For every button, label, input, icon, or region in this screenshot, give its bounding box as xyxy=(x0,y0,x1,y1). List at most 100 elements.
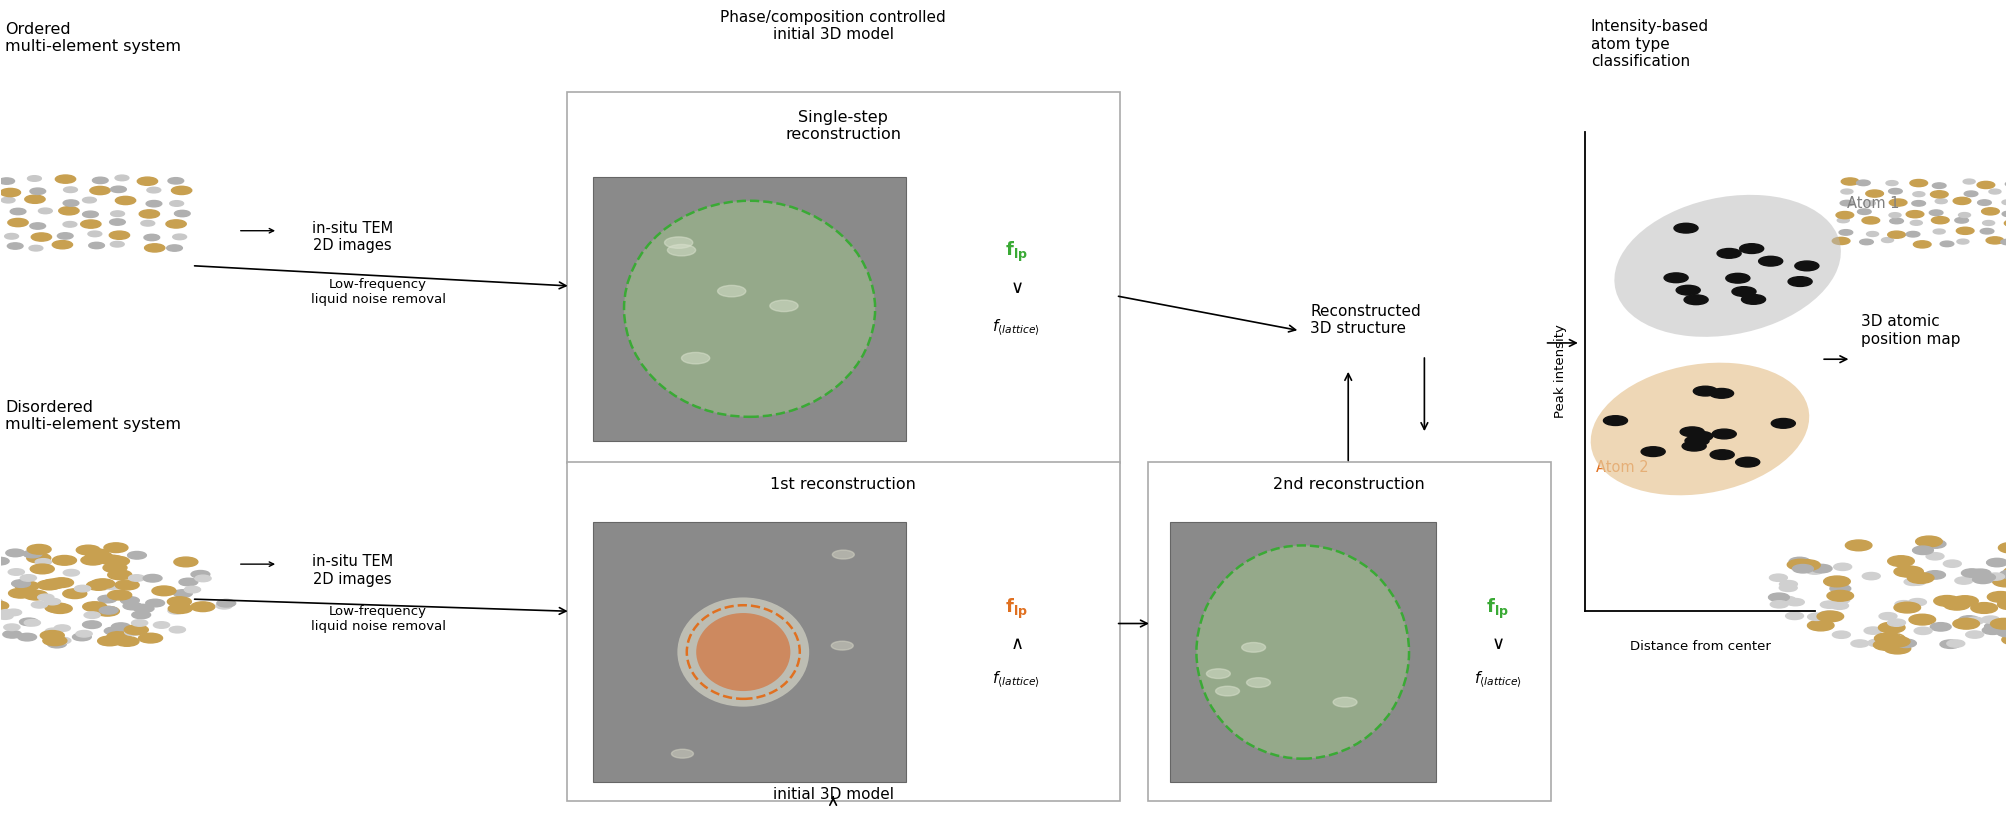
Circle shape xyxy=(1830,602,1848,610)
Circle shape xyxy=(1917,536,1943,547)
Circle shape xyxy=(1664,273,1688,282)
Circle shape xyxy=(179,579,199,586)
Circle shape xyxy=(1987,573,2005,580)
Circle shape xyxy=(140,220,155,226)
Circle shape xyxy=(145,244,165,252)
Circle shape xyxy=(38,594,54,601)
Text: 1st reconstruction: 1st reconstruction xyxy=(771,477,915,492)
Text: Single-step
reconstruction: Single-step reconstruction xyxy=(785,109,901,142)
Circle shape xyxy=(8,219,28,227)
Circle shape xyxy=(1931,623,1951,631)
Circle shape xyxy=(28,175,42,181)
Circle shape xyxy=(1862,217,1881,224)
Circle shape xyxy=(1834,563,1852,570)
Circle shape xyxy=(1985,622,2005,631)
Circle shape xyxy=(124,625,149,635)
Circle shape xyxy=(217,600,235,607)
Circle shape xyxy=(1965,631,1983,638)
Circle shape xyxy=(82,621,100,628)
Circle shape xyxy=(147,188,161,193)
Circle shape xyxy=(134,605,155,612)
Ellipse shape xyxy=(1196,545,1409,759)
Circle shape xyxy=(108,570,132,579)
Circle shape xyxy=(1887,619,1905,627)
Circle shape xyxy=(1676,286,1700,295)
Circle shape xyxy=(2003,566,2007,577)
Text: $\mathbf{f_{lp}}$: $\mathbf{f_{lp}}$ xyxy=(1006,239,1028,264)
Circle shape xyxy=(1999,543,2007,553)
Circle shape xyxy=(0,557,10,565)
Text: Low-frequency
liquid noise removal: Low-frequency liquid noise removal xyxy=(311,605,446,632)
Circle shape xyxy=(1333,698,1357,707)
Text: Phase/composition controlled
initial 3D model: Phase/composition controlled initial 3D … xyxy=(721,10,945,42)
Circle shape xyxy=(2001,634,2007,645)
Circle shape xyxy=(1981,208,1999,215)
Text: $f_{\langle lattice\rangle}$: $f_{\langle lattice\rangle}$ xyxy=(991,669,1040,690)
Circle shape xyxy=(24,195,44,203)
Circle shape xyxy=(1913,546,1933,555)
Circle shape xyxy=(20,574,36,581)
Circle shape xyxy=(1977,181,1995,188)
Text: Probabilistic
initial 3D model: Probabilistic initial 3D model xyxy=(773,769,893,801)
Circle shape xyxy=(24,550,42,558)
Circle shape xyxy=(4,624,20,631)
Circle shape xyxy=(1768,593,1790,601)
Circle shape xyxy=(106,632,130,641)
Circle shape xyxy=(1981,616,1999,623)
Circle shape xyxy=(82,211,98,218)
Circle shape xyxy=(104,543,128,552)
FancyBboxPatch shape xyxy=(592,522,907,782)
Circle shape xyxy=(0,601,8,610)
Circle shape xyxy=(1858,209,1871,215)
Circle shape xyxy=(1943,599,1971,610)
Circle shape xyxy=(108,590,132,600)
Circle shape xyxy=(62,200,78,206)
Circle shape xyxy=(1840,178,1858,185)
Text: $\vee$: $\vee$ xyxy=(1010,279,1024,297)
Circle shape xyxy=(1836,211,1854,219)
Circle shape xyxy=(1991,619,2007,629)
Circle shape xyxy=(8,569,24,575)
Circle shape xyxy=(1840,189,1852,194)
Text: 2nd reconstruction: 2nd reconstruction xyxy=(1272,477,1425,492)
Circle shape xyxy=(173,590,193,597)
Circle shape xyxy=(10,208,26,215)
Circle shape xyxy=(80,220,100,228)
Circle shape xyxy=(86,580,110,590)
Circle shape xyxy=(1674,224,1698,233)
Circle shape xyxy=(167,220,187,228)
Text: 3D atomic
position map: 3D atomic position map xyxy=(1860,314,1961,347)
Circle shape xyxy=(1933,229,1945,234)
Circle shape xyxy=(1788,559,1814,570)
Circle shape xyxy=(1862,573,1881,579)
Text: Atom 2: Atom 2 xyxy=(1596,460,1650,475)
Circle shape xyxy=(1830,584,1850,593)
Circle shape xyxy=(114,175,128,180)
Circle shape xyxy=(173,234,187,240)
Circle shape xyxy=(153,622,171,628)
Circle shape xyxy=(171,186,193,194)
Circle shape xyxy=(1806,567,1824,574)
Circle shape xyxy=(1909,578,1927,585)
Circle shape xyxy=(84,549,108,559)
Circle shape xyxy=(132,611,151,619)
Text: $\vee$: $\vee$ xyxy=(1491,635,1503,654)
Circle shape xyxy=(1832,631,1850,638)
Circle shape xyxy=(1820,601,1838,608)
Circle shape xyxy=(1879,622,1905,633)
Circle shape xyxy=(1955,577,1973,584)
Circle shape xyxy=(46,628,62,635)
Circle shape xyxy=(90,186,110,195)
Circle shape xyxy=(1971,569,1991,578)
Text: Disordered
multi-element system: Disordered multi-element system xyxy=(6,400,181,432)
Circle shape xyxy=(72,633,90,641)
Circle shape xyxy=(28,246,42,251)
Circle shape xyxy=(16,581,38,591)
Circle shape xyxy=(1911,220,1923,225)
Circle shape xyxy=(84,612,100,619)
Circle shape xyxy=(1883,641,1911,651)
Circle shape xyxy=(1889,231,1905,238)
Circle shape xyxy=(1772,419,1796,428)
Circle shape xyxy=(1680,427,1704,437)
Circle shape xyxy=(32,601,48,608)
